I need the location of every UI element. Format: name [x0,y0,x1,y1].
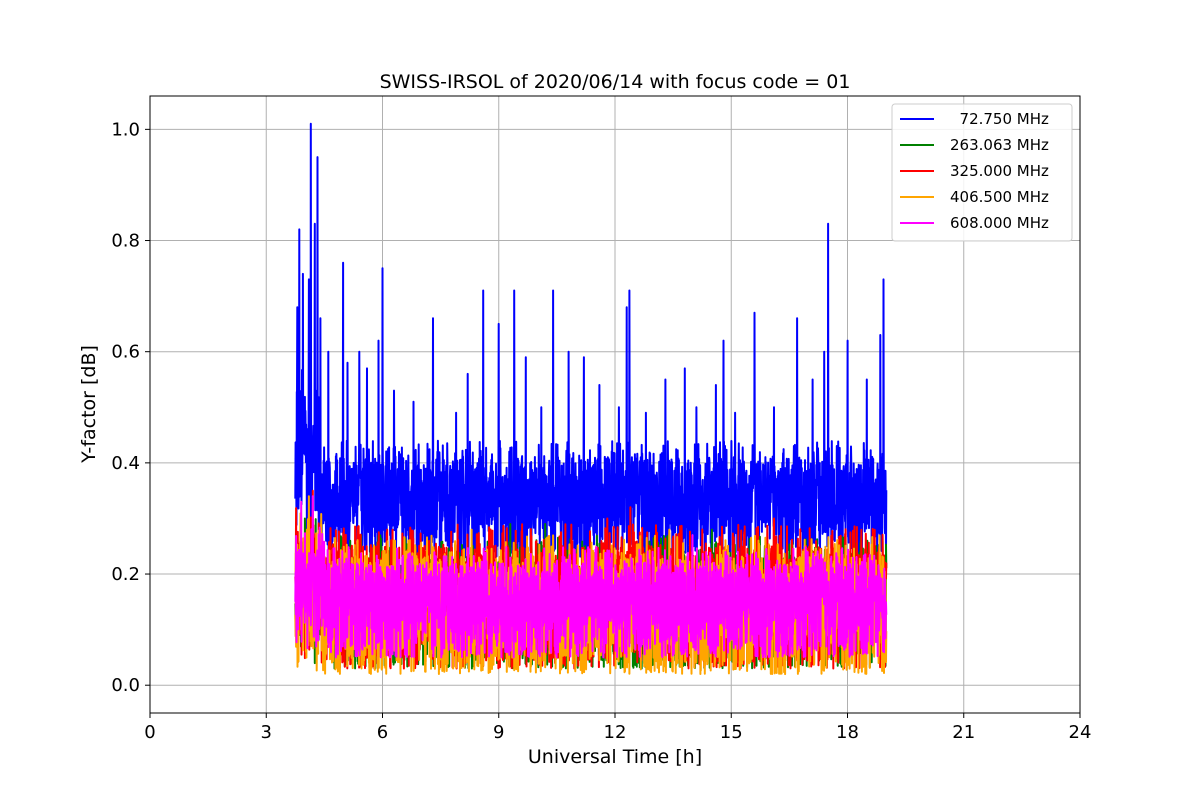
legend-label: 72.750 MHz [950,110,1049,128]
x-tick-label: 24 [1069,722,1092,743]
x-tick-label: 18 [836,722,859,743]
x-axis-title: Universal Time [h] [528,746,702,768]
legend-label: 406.500 MHz [950,188,1049,206]
x-tick-label: 12 [604,722,627,743]
y-tick-label: 0.0 [111,675,140,696]
legend-label: 263.063 MHz [950,136,1049,154]
axis-ticks: 0 3 6 9 12 15 18 21 24 0.0 0.2 0.4 0.6 0.8 1.0 [111,119,1091,743]
y-tick-label: 0.6 [111,342,140,363]
y-tick-label: 0.2 [111,564,140,585]
x-tick-label: 6 [377,722,388,743]
x-tick-label: 0 [144,722,155,743]
y-axis-title: Y-factor [dB] [78,345,100,464]
legend: 72.750 MHz 263.063 MHz 325.000 MHz 406.500 … [891,103,1073,242]
legend-box [891,103,1073,242]
x-tick-label: 15 [720,722,743,743]
x-tick-label: 21 [952,722,975,743]
chart-title: SWISS-IRSOL of 2020/06/14 with focus cod… [380,71,851,93]
series-line [294,122,888,559]
x-tick-label: 9 [493,722,504,743]
y-tick-label: 0.4 [111,453,140,474]
legend-label: 325.000 MHz [950,162,1049,180]
y-tick-label: 1.0 [111,119,140,140]
x-tick-label: 3 [261,722,272,743]
y-tick-label: 0.8 [111,231,140,252]
legend-label: 608.000 MHz [950,214,1049,232]
series-layer [294,122,888,676]
series-line [294,495,888,659]
